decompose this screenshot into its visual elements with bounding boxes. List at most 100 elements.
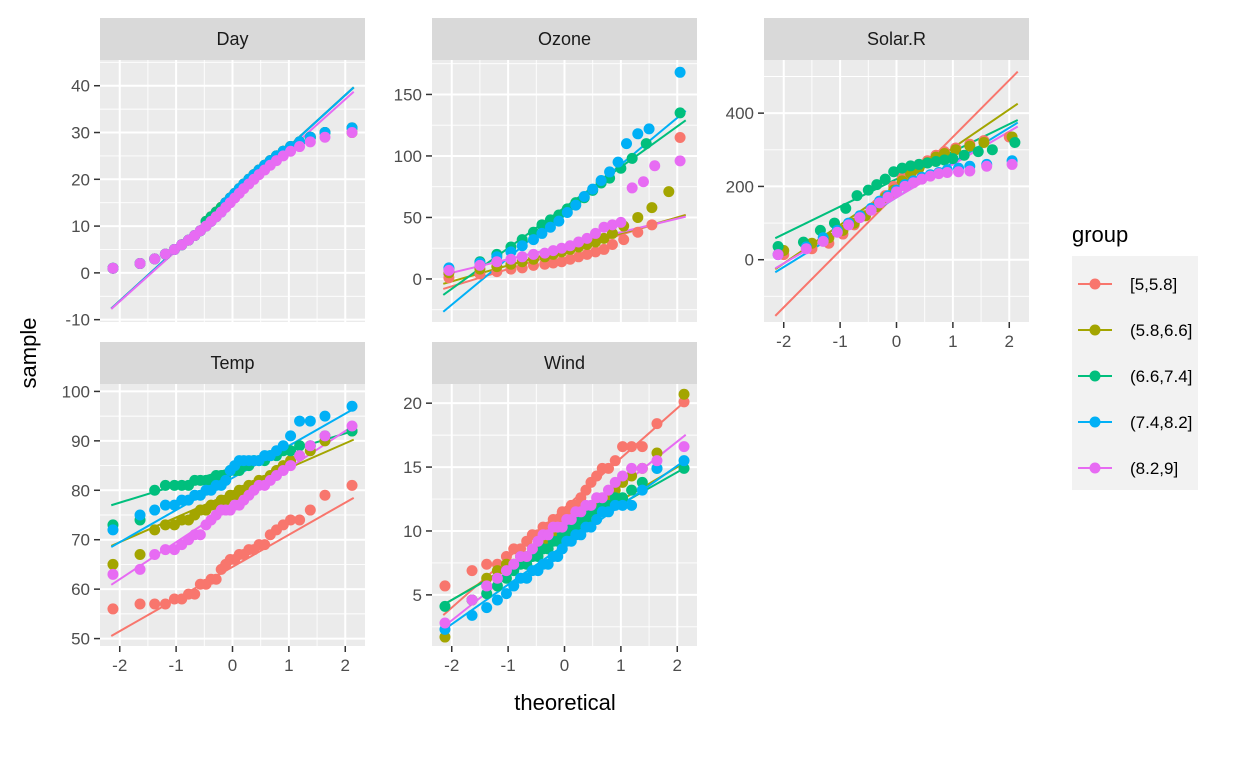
- point-8-2-9: [933, 168, 945, 180]
- point-7-4-8-2: [134, 509, 146, 521]
- point-5-5-8: [618, 234, 630, 246]
- point-5-5-8: [564, 253, 576, 265]
- point-5-5-8: [573, 251, 585, 263]
- point-8-2-9: [598, 221, 610, 233]
- point-5-5-8: [617, 441, 629, 453]
- point-7-4-8-2: [159, 499, 171, 511]
- point-5-5-8: [500, 551, 512, 563]
- point-8-2-9: [319, 430, 331, 442]
- point-6-6-7-4: [294, 440, 306, 452]
- point-8-2-9: [500, 565, 512, 577]
- y-tick-label: 40: [71, 77, 90, 96]
- point-5-5-8: [598, 243, 610, 255]
- point-7-4-8-2: [527, 234, 539, 246]
- point-8-2-9: [916, 173, 928, 185]
- y-tick-label: 80: [71, 481, 90, 500]
- point-8-2-9: [674, 155, 686, 167]
- point-6-6-7-4: [888, 166, 900, 178]
- point-5-5-8: [466, 565, 478, 577]
- y-tick-label: 60: [71, 580, 90, 599]
- point-6-6-7-4: [491, 580, 503, 592]
- y-tick-label: 5: [413, 586, 422, 605]
- point-6-6-7-4: [640, 138, 652, 150]
- point-5-5-8: [591, 470, 603, 482]
- y-tick-label: 10: [403, 522, 422, 541]
- panel-temp: Temp -2 -1 0 1 2 50 60 70 80 90 100: [62, 342, 365, 675]
- point-6-6-7-4: [930, 156, 942, 168]
- point-8-2-9: [508, 558, 520, 570]
- point-7-4-8-2: [500, 588, 512, 600]
- qq-line-7-4-8-2: [110, 407, 355, 548]
- point-8-2-9: [443, 264, 455, 276]
- point-5-8-6-6: [964, 140, 976, 152]
- point-6-6-7-4: [481, 588, 493, 600]
- point-7-4-8-2: [346, 400, 358, 412]
- panel-ozone: Ozone 0 50 100 150: [394, 18, 697, 322]
- point-8-2-9: [617, 470, 629, 482]
- strip-ozone: [432, 18, 697, 60]
- x-tick-label: -2: [776, 332, 791, 351]
- point-6-6-7-4: [958, 149, 970, 161]
- point-8-2-9: [285, 145, 297, 157]
- point-8-2-9: [626, 462, 638, 474]
- point-8-2-9: [194, 529, 206, 541]
- point-8-2-9: [602, 484, 614, 496]
- y-tick-label: 0: [745, 251, 754, 270]
- point-6-6-7-4: [617, 492, 629, 504]
- point-8-2-9: [651, 455, 663, 467]
- point-7-4-8-2: [516, 240, 528, 252]
- point-8-2-9: [134, 258, 146, 270]
- qq-line-6-6-7-4: [774, 119, 1019, 240]
- point-8-2-9: [800, 243, 812, 255]
- point-8-2-9: [466, 594, 478, 606]
- point-8-2-9: [547, 245, 559, 257]
- point-8-2-9: [581, 232, 593, 244]
- point-7-4-8-2: [536, 227, 548, 239]
- point-8-2-9: [590, 227, 602, 239]
- point-6-6-7-4: [536, 219, 548, 231]
- point-5-5-8: [107, 603, 119, 615]
- point-6-6-7-4: [636, 476, 648, 488]
- point-8-2-9: [134, 563, 146, 575]
- point-5-8-6-6: [663, 186, 675, 198]
- point-8-2-9: [521, 551, 533, 563]
- point-8-2-9: [474, 259, 486, 271]
- point-6-6-7-4: [149, 484, 161, 496]
- point-5-8-6-6: [950, 144, 962, 156]
- point-8-2-9: [564, 240, 576, 252]
- point-5-8-6-6: [678, 388, 690, 400]
- point-6-6-7-4: [896, 162, 908, 174]
- point-5-8-6-6: [439, 631, 451, 643]
- point-6-6-7-4: [905, 160, 917, 172]
- point-6-6-7-4: [626, 484, 638, 496]
- legend-key-7-4-8-2: [1074, 401, 1116, 443]
- legend-key-5-5-8: [1074, 263, 1116, 305]
- strip-label-temp: Temp: [210, 353, 254, 373]
- point-7-4-8-2: [626, 499, 638, 511]
- point-8-2-9: [294, 141, 306, 153]
- point-8-2-9: [924, 170, 936, 182]
- y-tick-label: 90: [71, 432, 90, 451]
- y-tick-label: 15: [403, 458, 422, 477]
- x-tick-label: -2: [444, 656, 459, 675]
- point-8-2-9: [304, 440, 316, 452]
- point-8-2-9: [626, 182, 638, 194]
- point-8-2-9: [636, 462, 648, 474]
- legend-label: [5,5.8]: [1130, 275, 1177, 294]
- point-8-2-9: [556, 242, 568, 254]
- legend-point: [1089, 462, 1101, 474]
- point-6-6-7-4: [626, 152, 638, 164]
- point-6-6-7-4: [439, 600, 451, 612]
- point-5-5-8: [547, 257, 559, 269]
- point-7-4-8-2: [294, 415, 306, 427]
- x-tick-label: -1: [501, 656, 516, 675]
- x-tick-label: 2: [341, 656, 350, 675]
- point-6-6-7-4: [972, 146, 984, 158]
- point-5-5-8: [210, 573, 222, 585]
- point-7-4-8-2: [604, 166, 616, 178]
- point-7-4-8-2: [678, 455, 690, 467]
- point-6-6-7-4: [772, 241, 784, 253]
- point-6-6-7-4: [500, 572, 512, 584]
- point-5-5-8: [674, 131, 686, 143]
